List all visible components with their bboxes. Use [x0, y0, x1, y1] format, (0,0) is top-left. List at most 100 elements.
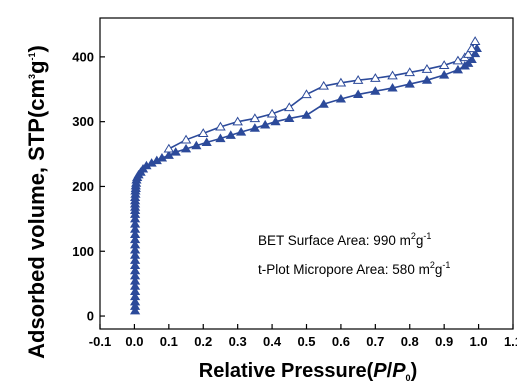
- series-0-point: [404, 79, 415, 88]
- annotation-tplot-label: t-Plot Micropore Area: 580 m: [258, 262, 430, 277]
- annotation-bet-sup2: -1: [423, 231, 431, 241]
- series-0-point: [191, 140, 202, 150]
- x-axis-title: Relative Pressure(P/P0): [199, 360, 417, 383]
- x-tick-label: 0.3: [229, 334, 247, 349]
- annotation-bet-label: BET Surface Area: 990 m: [258, 233, 411, 248]
- y-tick-label: 100: [72, 244, 94, 259]
- series-0-point: [421, 75, 433, 84]
- series-1-point: [438, 60, 450, 69]
- x-tick-label: 0.5: [297, 334, 315, 349]
- axis-ticks: -0.1 0.0 0.1 0.2 0.3 0.4 0.5 0.6 0.7 0.8 0.9 1.0 1.1…: [72, 49, 517, 349]
- series-0-point: [129, 219, 141, 228]
- series-0-point: [163, 150, 174, 159]
- series-0-point: [370, 86, 381, 95]
- y-axis-title-sup2: -1: [27, 52, 37, 60]
- series-0-point: [129, 281, 141, 290]
- series-0-point: [129, 224, 141, 233]
- series-0-point: [236, 127, 247, 136]
- x-tick-label: 0.1: [160, 334, 178, 349]
- series-0-point: [156, 152, 168, 162]
- series-1-point: [163, 143, 175, 153]
- annotation-tplot: t-Plot Micropore Area: 580 m2g-1: [258, 260, 450, 277]
- series-0-point: [284, 113, 295, 122]
- x-tick-label: 0.0: [125, 334, 143, 349]
- series-1-point: [404, 67, 416, 77]
- x-tick-label: 0.7: [366, 334, 384, 349]
- series-0-point: [180, 143, 192, 153]
- x-axis-title-p0: P: [392, 360, 406, 382]
- x-tick-label: 0.6: [332, 334, 350, 349]
- series-0-point: [129, 291, 141, 301]
- annotation-tplot-sup2: -1: [442, 260, 450, 270]
- series-0-point: [249, 123, 260, 132]
- series-0-point: [129, 250, 141, 259]
- x-axis-title-slash: /: [387, 360, 393, 382]
- y-axis-title-close: ): [24, 45, 49, 52]
- series-0-point: [129, 239, 141, 249]
- series-1-point: [301, 89, 312, 99]
- series-0-point: [260, 119, 271, 129]
- series-1-point: [421, 64, 433, 73]
- series-1-point: [318, 80, 329, 90]
- annotation-bet: BET Surface Area: 990 m2g-1: [258, 231, 431, 248]
- series-0-point: [129, 305, 141, 315]
- x-tick-label: 0.8: [401, 334, 419, 349]
- annotation-tplot-mid: g: [435, 262, 443, 277]
- x-tick-label: 1.0: [470, 334, 488, 349]
- x-axis-title-close: ): [411, 360, 418, 382]
- series-0-point: [129, 255, 141, 264]
- series-1-point: [249, 113, 261, 123]
- series-0-point: [129, 301, 141, 310]
- series-0-point: [439, 70, 450, 79]
- series-0-point: [129, 286, 141, 295]
- series-markers: [129, 36, 482, 315]
- series-0-point: [129, 229, 141, 238]
- y-tick-label: 0: [87, 309, 94, 324]
- x-axis-title-sub: 0: [406, 373, 411, 383]
- x-axis-title-p: P: [373, 360, 387, 382]
- series-0-point: [201, 137, 212, 146]
- x-tick-label: 0.4: [263, 334, 282, 349]
- series-0-point: [129, 213, 141, 223]
- series-0-point: [270, 116, 281, 126]
- series-1-point: [352, 75, 364, 84]
- annotation-bet-sup1: 2: [411, 231, 416, 241]
- x-axis-title-main: Relative Pressure(: [199, 360, 374, 382]
- series-1-point: [232, 116, 243, 126]
- y-tick-label: 300: [72, 114, 94, 129]
- series-1-point: [469, 36, 481, 45]
- series-0-point: [215, 133, 226, 143]
- series-0-point: [129, 244, 141, 254]
- series-0-point: [301, 110, 312, 119]
- series-1-point: [266, 108, 278, 118]
- series-0-point: [129, 270, 141, 280]
- x-tick-label: 0.9: [435, 334, 453, 349]
- x-tick-label: -0.1: [89, 334, 111, 349]
- series-1-point: [462, 49, 474, 58]
- y-axis-title-main: Adsorbed volume, STP(cm: [24, 79, 49, 359]
- annotation-tplot-sup1: 2: [430, 260, 435, 270]
- series-0-point: [387, 82, 398, 92]
- series-1-point: [387, 70, 398, 80]
- y-axis-title-sup1: 3: [27, 74, 37, 79]
- series-0-point: [470, 48, 481, 58]
- y-axis-title-mid: g: [24, 60, 49, 73]
- series-0-point: [225, 130, 236, 139]
- series-1-point: [466, 43, 477, 53]
- series-0-point: [335, 94, 347, 103]
- series-0-point: [129, 260, 141, 270]
- series-0-point: [318, 99, 329, 108]
- plot-frame: [99, 17, 514, 330]
- series-1-point: [335, 77, 347, 87]
- y-axis-title: Adsorbed volume, STP(cm3g-1): [24, 45, 49, 359]
- series-0-point: [353, 89, 364, 99]
- y-tick-label: 200: [72, 179, 94, 194]
- series-1-line: [168, 40, 476, 150]
- series-0-point: [129, 296, 141, 306]
- series-1-point: [180, 134, 192, 144]
- x-tick-label: 1.1: [504, 334, 517, 349]
- series-1-point: [197, 128, 209, 137]
- series-0-point: [129, 276, 141, 285]
- series-0-point: [129, 234, 141, 244]
